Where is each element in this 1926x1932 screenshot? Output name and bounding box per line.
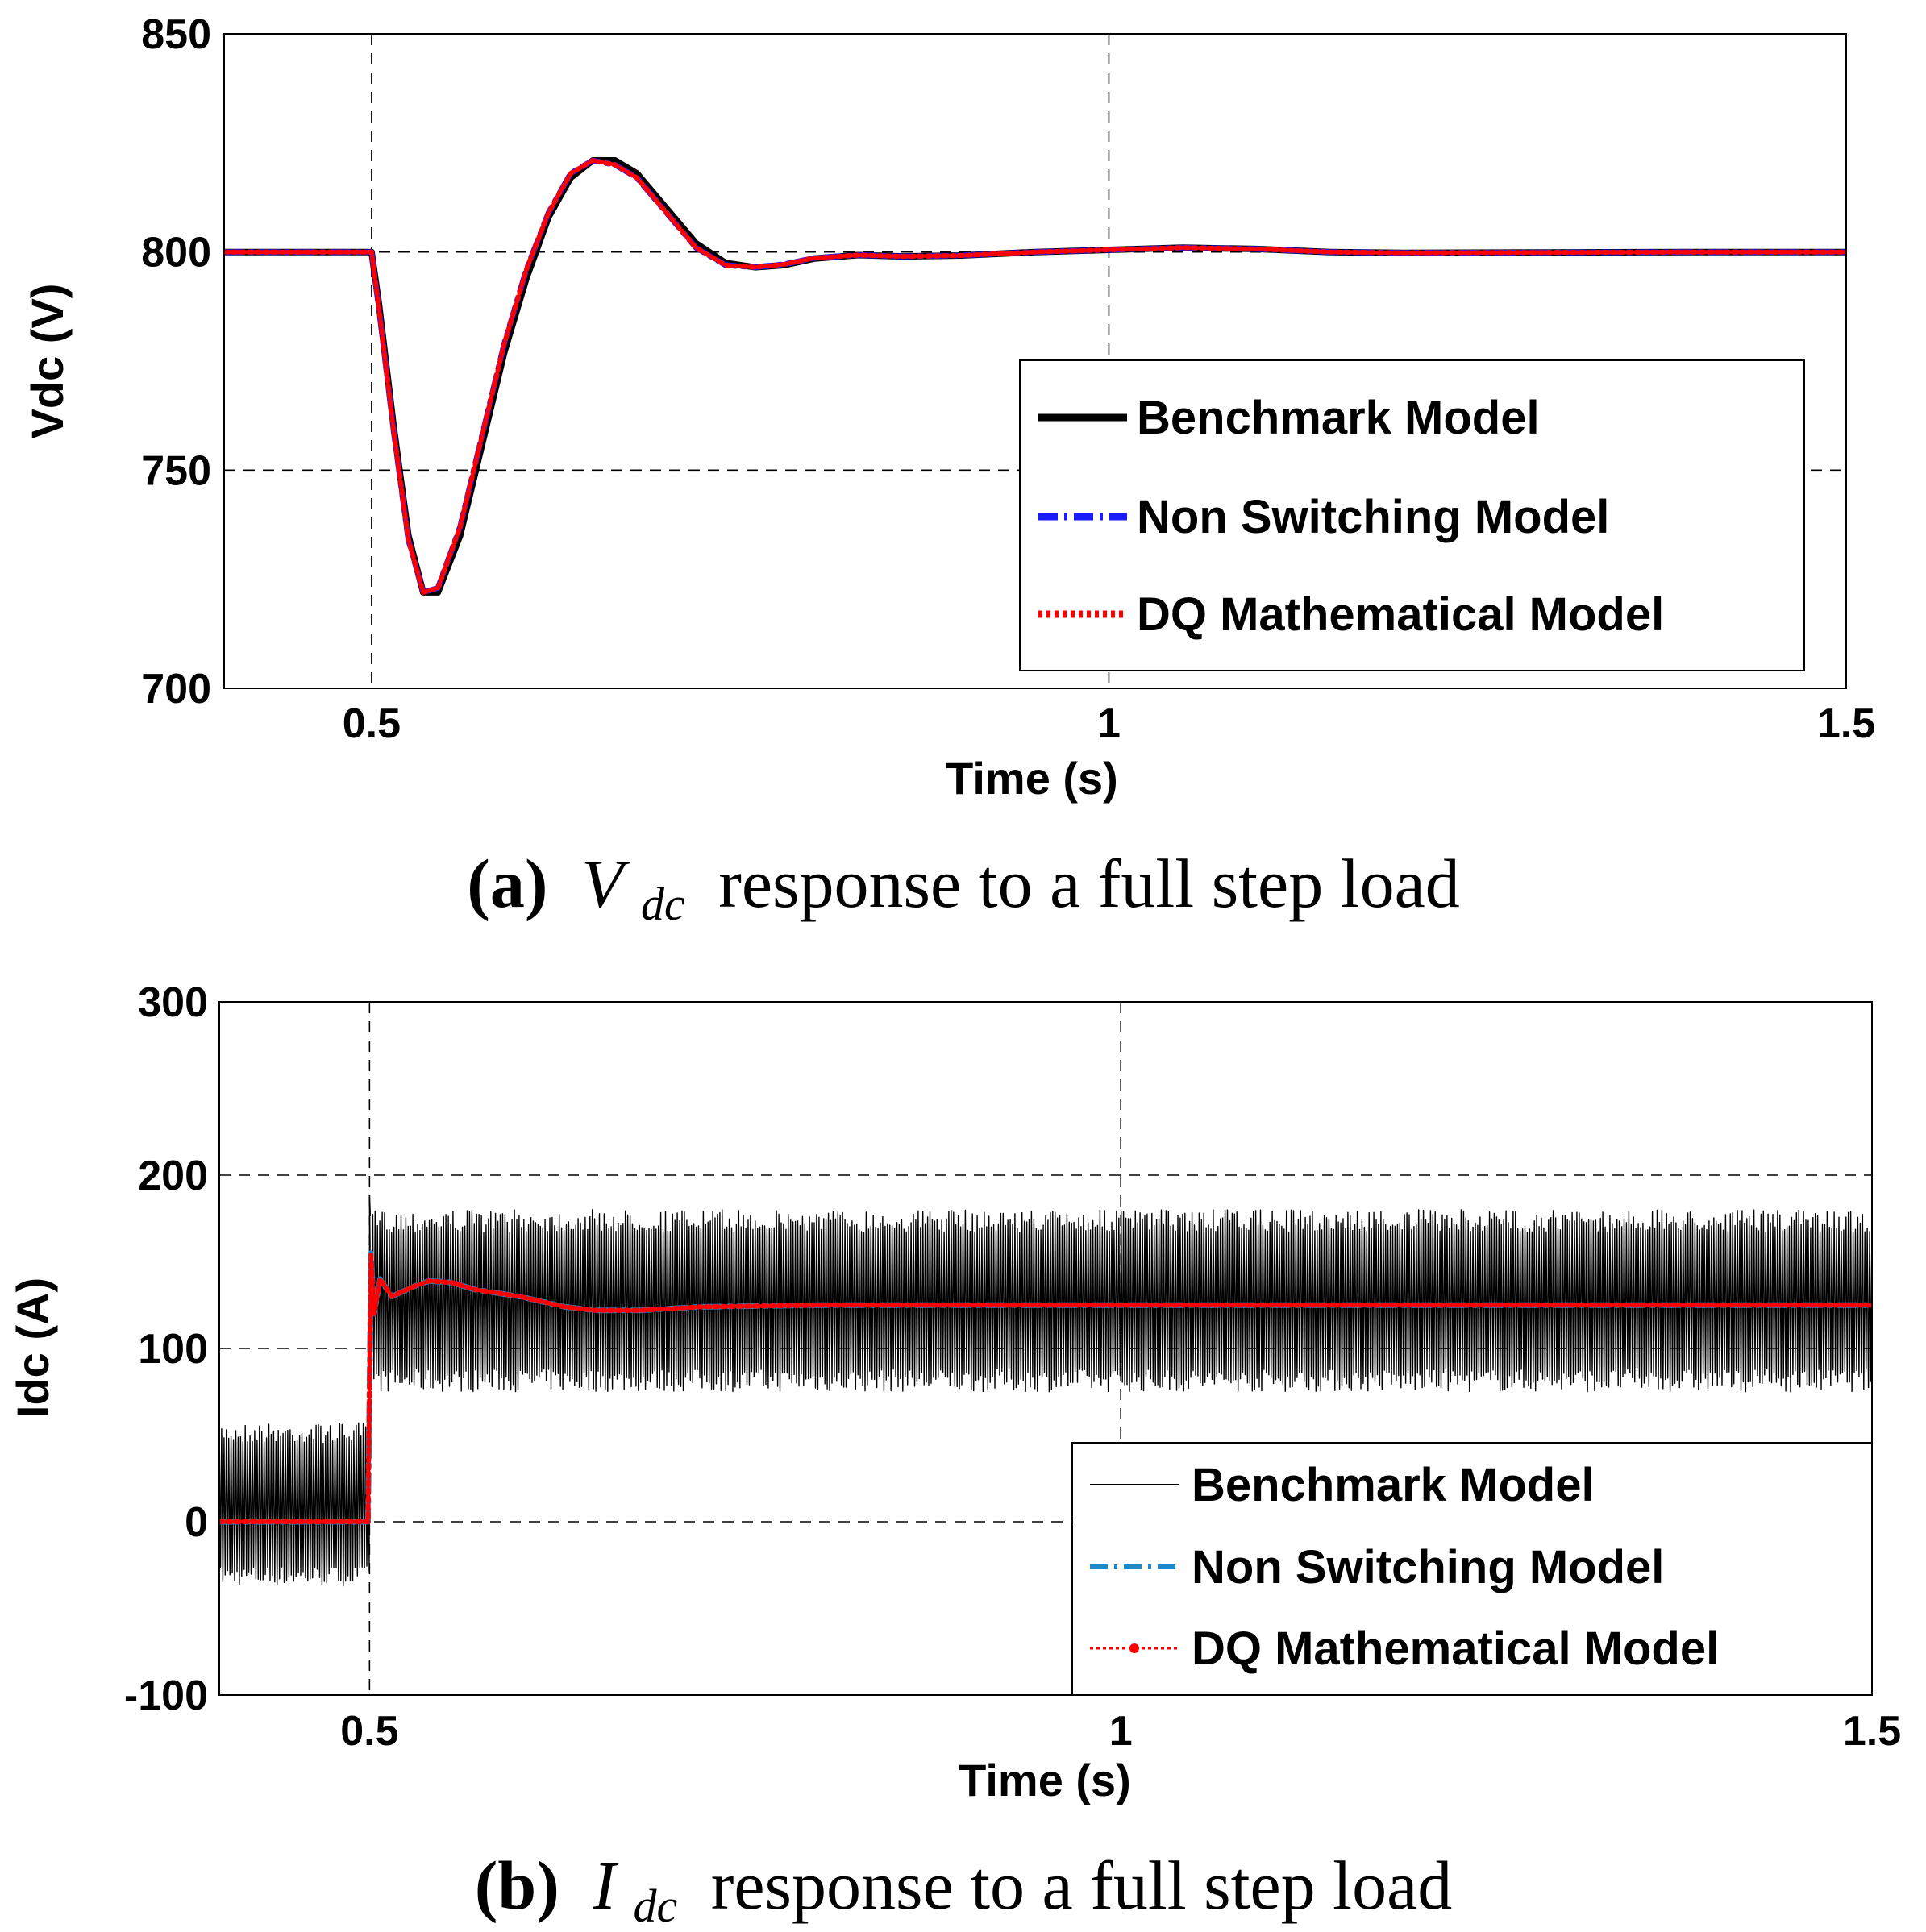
panel-a-xlabel: Time (s) xyxy=(946,753,1118,804)
caption-b-subscript: dc xyxy=(633,1880,677,1932)
panel-a-legend-box xyxy=(1019,359,1805,671)
legend-b-dq-marker xyxy=(1129,1643,1139,1653)
ytick-label-850: 850 xyxy=(141,11,211,58)
ytick-label-750: 750 xyxy=(141,447,211,494)
caption-a: (a) V dc response to a full step load xyxy=(467,845,1460,935)
panel-b-ylabel: Idc (A) xyxy=(7,1278,58,1418)
panel-b-axes-frame xyxy=(218,1001,1873,1696)
panel-b-ticks: 0.5 1 1.5 -100 0 100 200 300 xyxy=(124,979,1901,1755)
ytick-label-0: 0 xyxy=(185,1499,208,1546)
panel-b-idc-chart: 0.5 1 1.5 -100 0 100 200 300 Time (s) Idc (A) B… xyxy=(7,979,1901,1805)
caption-b: (b) I dc response to a full step load xyxy=(475,1847,1453,1932)
xtick-label-1: 1 xyxy=(1097,700,1121,747)
panel-a-ticks: 0.5 1 1.5 700 750 800 850 xyxy=(141,11,1875,747)
legend-a-benchmark-label: Benchmark Model xyxy=(1137,392,1540,444)
xtick-label-1.5: 1.5 xyxy=(1817,700,1875,747)
caption-a-symbol: V xyxy=(581,845,630,922)
panel-b-xlabel: Time (s) xyxy=(959,1755,1131,1805)
ytick-label-800: 800 xyxy=(141,230,211,276)
series-b-benchmark-model xyxy=(219,1195,1872,1587)
panel-a-vdc-chart: 0.5 1 1.5 700 750 800 850 Time (s) Vdc (V) Ben… xyxy=(22,11,1875,804)
xtick-label-1.5: 1.5 xyxy=(1843,1708,1901,1755)
panel-b-series xyxy=(219,1195,1872,1587)
ytick-label-300: 300 xyxy=(138,979,208,1026)
ytick-label-700: 700 xyxy=(141,666,211,713)
xtick-label-0.5: 0.5 xyxy=(343,700,401,747)
xtick-label-1: 1 xyxy=(1109,1708,1133,1755)
panel-a-ylabel: Vdc (V) xyxy=(22,284,73,439)
legend-a-dq-label: DQ Mathematical Model xyxy=(1137,588,1664,641)
caption-a-subscript: dc xyxy=(641,878,685,930)
xtick-label-0.5: 0.5 xyxy=(340,1708,398,1755)
ytick-label--100: -100 xyxy=(124,1672,208,1719)
panel-a-legend: Benchmark Model Non Switching Model DQ M… xyxy=(1019,359,1805,671)
caption-b-label: (b) xyxy=(475,1847,559,1924)
legend-b-nonswitching-label: Non Switching Model xyxy=(1192,1541,1664,1593)
caption-b-text: response to a full step load xyxy=(711,1847,1453,1924)
legend-b-benchmark-label: Benchmark Model xyxy=(1192,1459,1595,1511)
ytick-label-200: 200 xyxy=(138,1153,208,1199)
caption-a-label: (a) xyxy=(467,845,547,922)
series-a-dq-mathematical-model xyxy=(224,158,1846,595)
panel-a-series xyxy=(224,157,1846,596)
panel-b-legend: Benchmark Model Non Switching Model DQ M… xyxy=(1071,1442,1873,1696)
panel-a-axes-frame xyxy=(223,33,1847,689)
caption-b-symbol: I xyxy=(592,1847,618,1924)
ytick-label-100: 100 xyxy=(138,1326,208,1373)
panel-b-legend-box xyxy=(1071,1442,1873,1696)
series-b-dq-mathematical-model xyxy=(219,1250,1872,1524)
caption-a-text: response to a full step load xyxy=(718,845,1460,922)
legend-b-dq-label: DQ Mathematical Model xyxy=(1192,1622,1719,1675)
legend-a-nonswitching-label: Non Switching Model xyxy=(1137,491,1609,543)
